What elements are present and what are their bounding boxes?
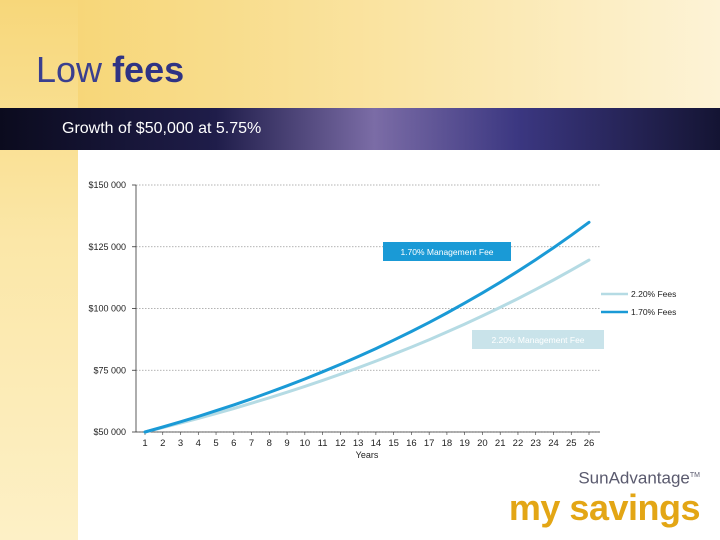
y-tick-label: $150 000 xyxy=(88,180,126,190)
x-tick-label: 4 xyxy=(196,438,201,449)
subtitle-banner: Growth of $50,000 at 5.75% xyxy=(0,108,720,150)
x-tick-label: 17 xyxy=(424,438,435,449)
x-tick-label: 2 xyxy=(160,438,165,449)
y-tick-label: $50 000 xyxy=(93,427,126,437)
y-tick-label: $100 000 xyxy=(88,304,126,314)
x-tick-label: 7 xyxy=(249,438,254,449)
annotation-box xyxy=(383,242,511,261)
x-tick-label: 9 xyxy=(284,438,289,449)
brand-company-name: SunAdvantage xyxy=(578,468,690,488)
x-tick-label: 5 xyxy=(213,438,218,449)
title-word-fees: fees xyxy=(112,49,185,90)
x-tick-label: 18 xyxy=(442,438,453,449)
x-tick-label: 10 xyxy=(300,438,311,449)
series-line-low-fee xyxy=(143,220,591,434)
x-tick-label: 12 xyxy=(335,438,346,449)
x-tick-label: 8 xyxy=(267,438,272,449)
brand-tagline: my savings xyxy=(508,486,701,528)
x-tick-label: 24 xyxy=(548,438,559,449)
brand-company: SunAdvantageTM xyxy=(509,466,700,489)
x-tick-label: 20 xyxy=(477,438,488,449)
legend-label: 2.20% Fees xyxy=(631,289,676,299)
brand-logo: SunAdvantageTM my savings xyxy=(508,466,701,528)
x-tick-label: 21 xyxy=(495,438,506,449)
header-band xyxy=(0,0,720,108)
x-tick-label: 22 xyxy=(513,438,524,449)
x-tick-label: 16 xyxy=(406,438,417,449)
legend-label: 1.70% Fees xyxy=(631,307,676,317)
x-tick-label: 14 xyxy=(371,438,382,449)
x-tick-label: 1 xyxy=(142,438,147,449)
annotation-label: 1.70% Management Fee xyxy=(400,247,493,257)
left-decor-strip xyxy=(0,0,78,540)
chart-subtitle: Growth of $50,000 at 5.75% xyxy=(62,120,262,137)
x-tick-label: 25 xyxy=(566,438,577,449)
x-tick-label: 23 xyxy=(530,438,541,449)
title-word-low: Low xyxy=(36,49,103,90)
x-tick-label: 11 xyxy=(318,438,328,449)
x-tick-label: 13 xyxy=(353,438,364,449)
x-tick-label: 3 xyxy=(178,438,183,449)
x-tick-label: 15 xyxy=(388,438,399,449)
series-line-high-fee xyxy=(143,258,591,434)
y-tick-label: $75 000 xyxy=(93,365,126,375)
x-tick-label: 26 xyxy=(584,438,595,449)
x-tick-label: 6 xyxy=(231,438,236,449)
x-axis-label: Years xyxy=(356,450,379,460)
chart-area xyxy=(78,150,720,540)
annotation-box xyxy=(472,330,604,349)
brand-trademark: TM xyxy=(689,472,700,479)
y-tick-label: $125 000 xyxy=(88,242,126,252)
x-tick-label: 19 xyxy=(459,438,470,449)
page-title: Low fees xyxy=(36,50,184,90)
annotation-label: 2.20% Management Fee xyxy=(491,335,584,345)
